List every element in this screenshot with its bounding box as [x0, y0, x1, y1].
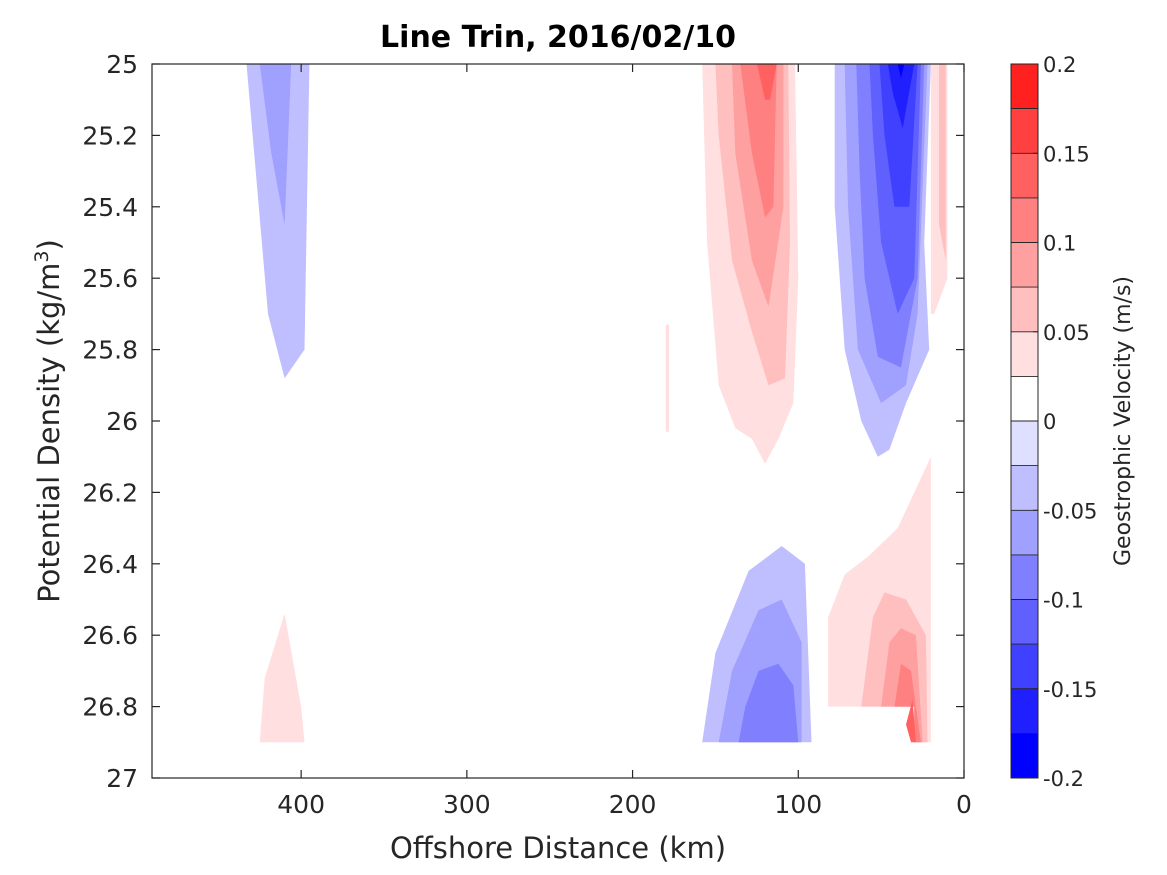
colorbar-frame — [1010, 63, 1039, 779]
colorbar-tick-label: 0.05 — [1043, 321, 1090, 345]
y-axis-label-close: ) — [32, 239, 66, 250]
colorbar-bands — [1011, 64, 1038, 778]
contour-region-pos-deep-45km — [906, 699, 916, 743]
y-tick-label: 25.4 — [82, 193, 138, 222]
y-tick-labels: 25 25.2 25.4 25.6 25.8 26 26.2 26.4 26.6 26.8 27 — [82, 50, 138, 793]
y-tick-label: 25 — [106, 50, 138, 79]
contour-region-neg-core-400km — [246, 64, 310, 379]
colorbar-tick-label: -0.05 — [1043, 499, 1097, 523]
colorbar-band — [1011, 599, 1038, 645]
colorbar-band — [1011, 733, 1038, 778]
y-tick-label: 26.8 — [82, 693, 138, 722]
contour-region-neg-jet-55km — [879, 64, 918, 207]
x-tick-label: 200 — [609, 790, 657, 819]
colorbar-label: Geostrophic Velocity (m/s) — [1111, 276, 1136, 566]
colorbar-band — [1011, 287, 1038, 332]
x-axis-label: Offshore Distance (km) — [390, 831, 726, 865]
y-tick-label: 25.6 — [82, 264, 138, 293]
contour-region-neg-jet-55km — [887, 64, 915, 129]
contour-region-pos-deep-45km — [894, 663, 921, 743]
x-tick-labels: 400 300 200 100 0 — [277, 790, 972, 819]
contour-region-neg-jet-55km — [897, 64, 905, 79]
colorbar-band — [1011, 421, 1038, 466]
contour-region-neg-core-400km — [259, 64, 292, 225]
y-tick-label: 26.4 — [82, 550, 138, 579]
y-axis-label-superscript: 3 — [31, 250, 53, 262]
colorbar-tick-label: -0.15 — [1043, 678, 1097, 702]
colorbar-band — [1011, 510, 1038, 555]
colorbar-tick-label: 0.1 — [1043, 232, 1076, 256]
contour-region-pos-coastal-15km — [939, 64, 946, 261]
colorbar-band — [1011, 644, 1038, 689]
colorbar-band — [1011, 331, 1038, 377]
contour-region-pos-jet-120km — [740, 64, 777, 218]
y-tick-label: 26.6 — [82, 621, 138, 650]
contour-region-pos-deep-410km — [259, 613, 305, 743]
colorbar-band — [1011, 376, 1038, 421]
x-tick-label: 400 — [277, 790, 325, 819]
contour-region-pos-sliver-180km — [665, 324, 669, 432]
y-tick-label: 25.8 — [82, 336, 138, 365]
y-tick-label: 27 — [106, 764, 138, 793]
chart-title: Line Trin, 2016/02/10 — [380, 20, 736, 55]
contour-layer — [246, 64, 948, 743]
colorbar-band — [1011, 688, 1038, 734]
x-tick-label: 0 — [956, 790, 972, 819]
colorbar-band — [1011, 197, 1038, 243]
plot-frame — [151, 63, 965, 779]
contour-region-pos-jet-120km — [756, 64, 777, 100]
colorbar-band — [1011, 465, 1038, 511]
y-tick-label: 26 — [106, 407, 138, 436]
colorbar-tick-label: 0.2 — [1043, 53, 1076, 77]
plot-area — [151, 63, 965, 779]
y-axis-label: Potential Density (kg/m3) — [31, 239, 66, 603]
colorbar-tick-label: 0.15 — [1043, 142, 1090, 166]
colorbar-tick-label: -0.2 — [1043, 767, 1084, 791]
colorbar-band — [1011, 108, 1038, 154]
colorbar-tick-label: 0 — [1043, 410, 1056, 434]
colorbar-tick-label: -0.1 — [1043, 589, 1084, 613]
colorbar-band — [1011, 64, 1038, 109]
colorbar-band — [1011, 242, 1038, 288]
y-tick-label: 26.2 — [82, 478, 138, 507]
x-tick-label: 300 — [443, 790, 491, 819]
colorbar-band — [1011, 554, 1038, 600]
colorbar-ticks: 0.2 0.15 0.1 0.05 0 -0.05 -0.1 -0.15 -0.2 — [1033, 53, 1097, 791]
contour-region-neg-deep-120km — [738, 663, 799, 743]
y-axis-label-main: Potential Density (kg/m — [32, 263, 66, 603]
x-tick-label: 100 — [774, 790, 822, 819]
colorbar-band — [1011, 153, 1038, 198]
colorbar: 0.2 0.15 0.1 0.05 0 -0.05 -0.1 -0.15 -0.2 — [1010, 53, 1097, 791]
y-tick-label: 25.2 — [82, 121, 138, 150]
